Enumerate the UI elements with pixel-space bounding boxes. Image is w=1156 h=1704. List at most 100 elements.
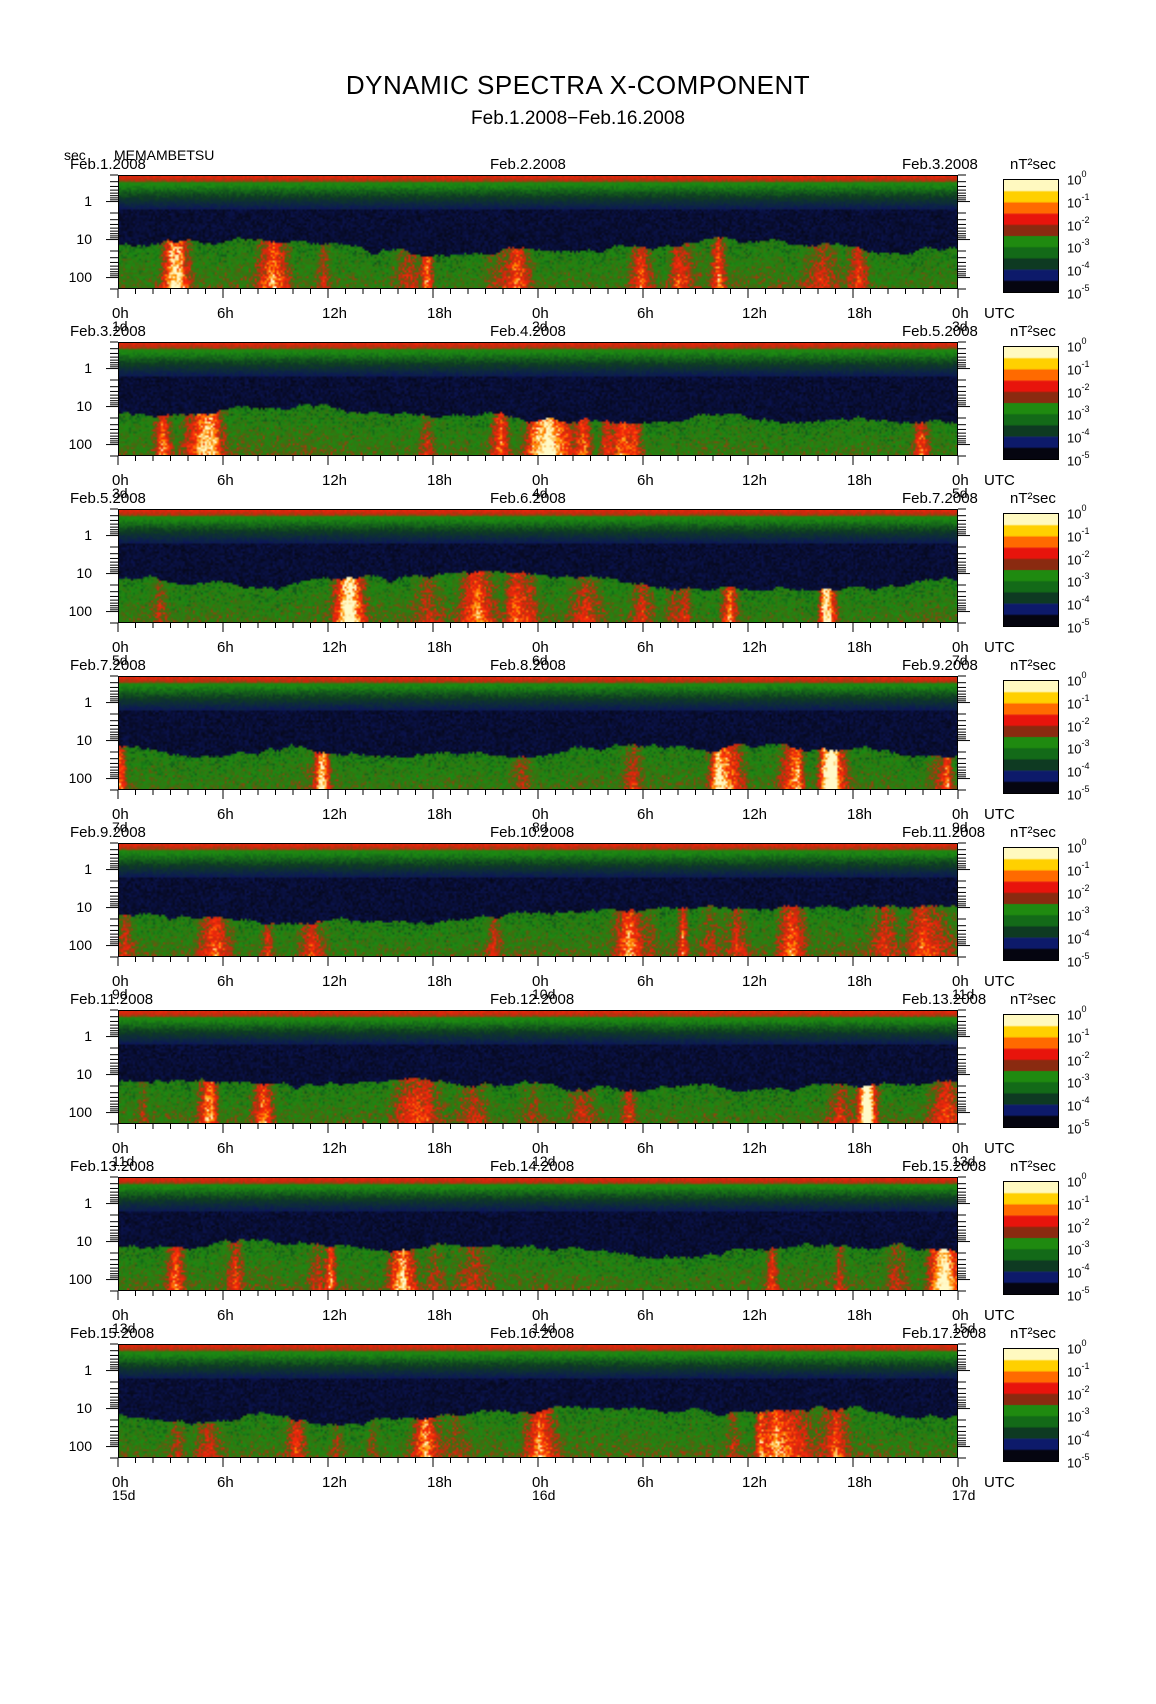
day-label: 3d [952, 318, 968, 334]
colorbar-tick-label: 10-3 [1067, 571, 1089, 589]
colorbar-tick-exponent: -5 [1081, 1118, 1090, 1128]
spectrogram-canvas [119, 176, 957, 288]
x-tick-label: 0h [112, 1307, 129, 1324]
x-tick-label: 18h [427, 973, 453, 990]
x-tick-label: 6h [217, 806, 234, 823]
colorbar-tick-base: 10 [1067, 1075, 1082, 1091]
y-tick-label: 1 [84, 1194, 92, 1211]
day-label: 13d [112, 1320, 136, 1336]
x-tick-label: 6h [217, 1307, 234, 1324]
x-tick-label: 12h [742, 1474, 768, 1491]
spectrogram-plot [118, 342, 958, 456]
spectrogram-canvas [119, 844, 957, 956]
x-tick-label: 12h [322, 639, 348, 656]
x-tick-label: 12h [742, 1307, 768, 1324]
colorbar-tick-label: 10-4 [1067, 1095, 1090, 1113]
colorbar-tick-exponent: -3 [1081, 1072, 1090, 1083]
x-unit-label: UTC [984, 305, 1015, 322]
y-tick-label: 1 [84, 526, 92, 543]
colorbar-tick-base: 10 [1067, 1409, 1082, 1425]
colorbar-tick-base: 10 [1067, 1174, 1082, 1190]
day-label: 4d [532, 485, 548, 501]
x-tick-label: 0h [532, 1307, 549, 1324]
y-tick-label: 1 [84, 359, 92, 376]
colorbar-tick-base: 10 [1067, 1455, 1082, 1471]
y-tick-label: 10 [76, 564, 92, 581]
y-tick-label: 100 [68, 602, 92, 619]
panel-date-right: Feb.7.2008 [902, 490, 978, 507]
colorbar-tick-label: 10-2 [1067, 716, 1089, 734]
colorbar-unit: nT²sec [1010, 323, 1056, 340]
colorbar-tick-label: 100 [1067, 670, 1086, 688]
x-tick-label: 12h [322, 305, 348, 322]
colorbar-tick-exponent: -5 [1081, 951, 1090, 961]
colorbar-tick-exponent: -4 [1081, 1262, 1090, 1273]
colorbar-tick-exponent: -5 [1081, 1452, 1090, 1462]
day-label: 17d [952, 1487, 976, 1503]
colorbar-tick-exponent: -1 [1081, 191, 1090, 202]
colorbar-canvas [1004, 1182, 1058, 1294]
x-tick-label: 6h [217, 639, 234, 656]
colorbar-tick-base: 10 [1067, 696, 1082, 712]
x-tick-label: 0h [112, 305, 129, 322]
y-tick-label: 1 [84, 1027, 92, 1044]
panel-date-mid: Feb.10.2008 [490, 824, 575, 841]
x-tick-label: 6h [217, 472, 234, 489]
colorbar-tick-base: 10 [1067, 908, 1082, 924]
y-tick-label: 100 [68, 769, 92, 786]
colorbar-tick-label: 10-3 [1067, 1072, 1090, 1091]
spectrogram-plot [118, 175, 958, 289]
panel-date-right: Feb.3.2008 [902, 156, 978, 173]
colorbar-tick-exponent: -1 [1081, 1193, 1090, 1204]
spectrogram-canvas [119, 1345, 957, 1457]
day-label: 9d [952, 819, 968, 835]
x-tick-label: 18h [427, 1307, 453, 1324]
panel-date-mid: Feb.6.2008 [490, 490, 566, 507]
colorbar-tick-base: 10 [1067, 840, 1082, 856]
colorbar-tick-label: 100 [1067, 169, 1087, 187]
panel-date-right: Feb.15.2008 [902, 1158, 987, 1175]
spectrogram-canvas [119, 343, 957, 455]
colorbar-tick-base: 10 [1067, 217, 1082, 233]
colorbar-unit: nT²sec [1010, 657, 1056, 674]
x-tick-label: 18h [427, 639, 453, 656]
spectrogram-plot [118, 1010, 958, 1124]
panel-date-mid: Feb.16.2008 [490, 1325, 575, 1342]
x-unit-label: UTC [984, 806, 1015, 823]
colorbar-tick-exponent: -4 [1081, 1095, 1090, 1106]
day-label: 11d [112, 1153, 135, 1169]
colorbar-tick-exponent: -5 [1081, 450, 1090, 460]
colorbar-tick-base: 10 [1067, 339, 1082, 355]
colorbar-tick-label: 10-1 [1067, 526, 1089, 544]
x-tick-label: 12h [742, 973, 768, 990]
colorbar-tick-exponent: -4 [1081, 1429, 1090, 1440]
panel-date-mid: Feb.4.2008 [490, 323, 566, 340]
colorbar-tick-exponent: -2 [1081, 214, 1090, 225]
x-tick-label: 6h [217, 973, 234, 990]
colorbar-tick-exponent: -3 [1081, 905, 1090, 916]
x-tick-label: 0h [532, 973, 549, 990]
y-tick-label: 10 [76, 1065, 92, 1082]
axis-ticks [106, 1009, 970, 1133]
panel-date-right: Feb.13.2008 [902, 991, 987, 1008]
axis-ticks [106, 341, 970, 465]
colorbar-tick-exponent: -4 [1081, 928, 1090, 939]
axis-ticks [106, 508, 970, 632]
colorbar-canvas [1004, 1015, 1058, 1127]
colorbar [1003, 1014, 1059, 1128]
y-tick-label: 100 [68, 1270, 92, 1287]
x-tick-label: 0h [532, 472, 549, 489]
colorbar-tick-exponent: 0 [1081, 169, 1087, 179]
x-tick-label: 0h [952, 639, 969, 656]
day-label: 11d [952, 986, 975, 1002]
colorbar-tick-exponent: 0 [1081, 1338, 1087, 1348]
day-label: 2d [532, 318, 548, 334]
x-tick-label: 12h [742, 1140, 768, 1157]
panel-date-left: Feb.7.2008 [70, 657, 146, 674]
x-tick-label: 0h [952, 1140, 969, 1157]
colorbar [1003, 346, 1059, 460]
colorbar-tick-exponent: -2 [1081, 1216, 1090, 1227]
axis-ticks [106, 675, 970, 799]
day-label: 15d [952, 1320, 976, 1336]
x-tick-label: 6h [637, 1140, 654, 1157]
